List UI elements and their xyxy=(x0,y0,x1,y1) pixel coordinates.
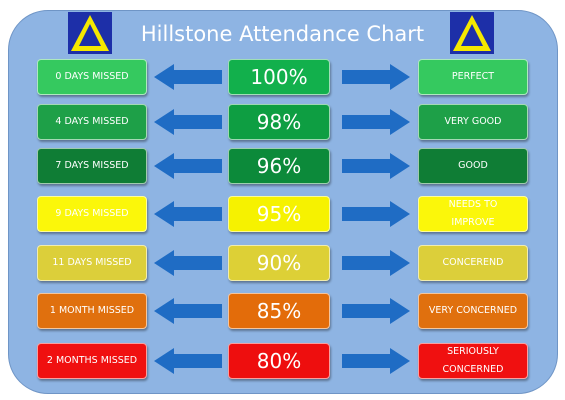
percent-box: 100% xyxy=(228,59,330,95)
rating-box: VERY CONCERNED xyxy=(418,293,528,329)
arrow-shape xyxy=(342,348,410,374)
missed-box: 0 DAYS MISSED xyxy=(37,59,147,95)
rating-box: NEEDS TO IMPROVE xyxy=(418,196,528,232)
arrow xyxy=(342,153,410,179)
arrow xyxy=(154,298,222,324)
logo xyxy=(450,12,494,54)
arrow xyxy=(342,250,410,276)
arrow-shape xyxy=(154,250,222,276)
arrow-shape xyxy=(342,298,410,324)
arrow-shape xyxy=(154,348,222,374)
arrow xyxy=(154,348,222,374)
arrow xyxy=(342,298,410,324)
percent-box: 95% xyxy=(228,196,330,232)
missed-box: 1 MONTH MISSED xyxy=(37,293,147,329)
arrow xyxy=(154,64,222,90)
missed-box: 9 DAYS MISSED xyxy=(37,196,147,232)
arrow xyxy=(342,348,410,374)
missed-box: 2 MONTHS MISSED xyxy=(37,343,147,379)
missed-box: 7 DAYS MISSED xyxy=(37,148,147,184)
arrow xyxy=(154,201,222,227)
rating-box: PERFECT xyxy=(418,59,528,95)
arrow xyxy=(342,201,410,227)
arrow-shape xyxy=(154,298,222,324)
arrow-shape xyxy=(154,201,222,227)
rating-box: SERIOUSLY CONCERNED xyxy=(418,343,528,379)
rating-box: GOOD xyxy=(418,148,528,184)
arrow-shape xyxy=(154,64,222,90)
arrow-shape xyxy=(342,109,410,135)
percent-box: 98% xyxy=(228,104,330,140)
percent-box: 96% xyxy=(228,148,330,184)
percent-box: 90% xyxy=(228,245,330,281)
arrow xyxy=(154,250,222,276)
arrow-shape xyxy=(342,64,410,90)
rating-box: VERY GOOD xyxy=(418,104,528,140)
rating-box: CONCEREND xyxy=(418,245,528,281)
logo xyxy=(68,12,112,54)
missed-box: 11 DAYS MISSED xyxy=(37,245,147,281)
missed-box: 4 DAYS MISSED xyxy=(37,104,147,140)
title: Hillstone Attendance Chart xyxy=(140,22,425,46)
arrow-shape xyxy=(342,201,410,227)
arrow-shape xyxy=(342,153,410,179)
arrow xyxy=(342,109,410,135)
percent-box: 85% xyxy=(228,293,330,329)
percent-box: 80% xyxy=(228,343,330,379)
arrow-shape xyxy=(342,250,410,276)
arrow xyxy=(342,64,410,90)
arrow-shape xyxy=(154,153,222,179)
arrow-shape xyxy=(154,109,222,135)
arrow xyxy=(154,109,222,135)
arrow xyxy=(154,153,222,179)
